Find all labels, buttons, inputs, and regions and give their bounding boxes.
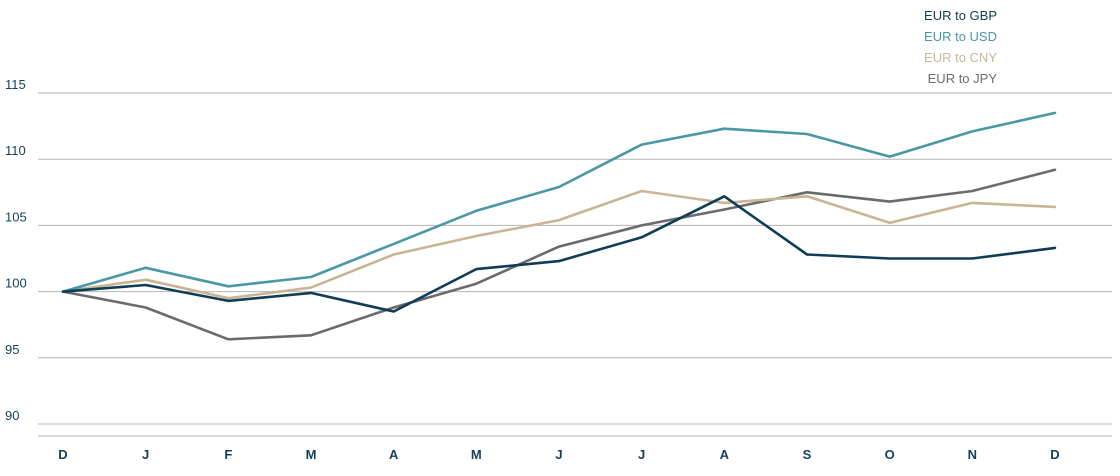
x-tick-label: M: [471, 447, 482, 462]
x-tick-label: S: [803, 447, 812, 462]
y-tick-label: 95: [5, 342, 19, 357]
legend-entry: EUR to JPY: [928, 71, 998, 86]
series-lines: [61, 111, 1057, 341]
x-tick-label: N: [968, 447, 977, 462]
series-line-eur-to-cny: [61, 189, 1057, 300]
x-tick-label: O: [885, 447, 895, 462]
series-line-eur-to-jpy: [61, 168, 1057, 341]
x-tick-label: J: [555, 447, 562, 462]
x-tick-label: F: [224, 447, 232, 462]
x-tick-label: A: [389, 447, 399, 462]
y-tick-label: 100: [5, 276, 27, 291]
series-line-eur-to-usd: [61, 111, 1057, 293]
x-tick-label: J: [638, 447, 645, 462]
grid-lines: [38, 92, 1112, 437]
y-tick-label: 105: [5, 209, 27, 224]
legend-entry: EUR to USD: [924, 29, 997, 44]
legend: EUR to GBP EUR to USD EUR to CNY EUR to JPY: [924, 8, 997, 86]
y-tick-label: 90: [5, 408, 19, 423]
x-tick-label: M: [306, 447, 317, 462]
x-tick-label: D: [1050, 447, 1059, 462]
legend-entry: EUR to GBP: [924, 8, 997, 23]
y-tick-label: 110: [5, 143, 26, 158]
series-line-eur-to-gbp: [61, 195, 1057, 313]
x-tick-label: A: [720, 447, 730, 462]
legend-entry: EUR to CNY: [924, 50, 997, 65]
x-tick-label: J: [142, 447, 149, 462]
y-axis-tick-labels: 90 95 100 105 110 115: [5, 77, 27, 423]
y-tick-label: 115: [5, 77, 26, 92]
x-tick-label: D: [58, 447, 67, 462]
